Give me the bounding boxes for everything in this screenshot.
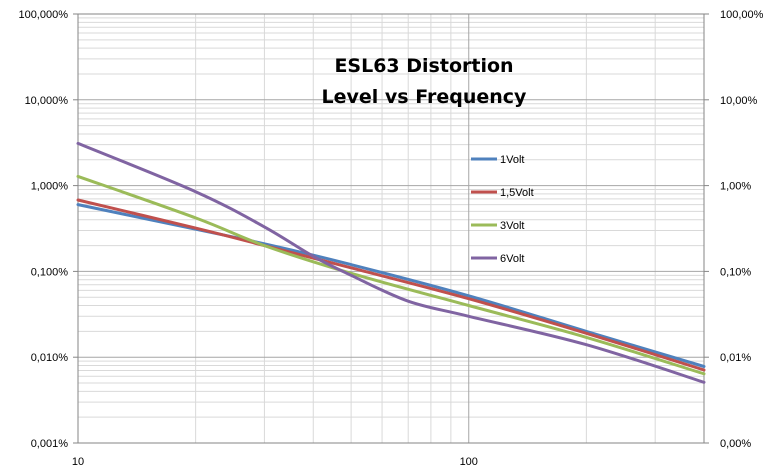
y-axis-left-labels: 100,000% 10,000% 1,000% 0,100% 0,010% 0,001% [18, 9, 78, 450]
series-line-3 [76, 141, 706, 384]
series-line-2 [76, 174, 706, 376]
y-tick-label-right: 10,00% [720, 95, 758, 107]
legend-label-0: 1Volt [500, 154, 524, 166]
series-lines [76, 141, 706, 384]
title-line-0: ESL63 Distortion [334, 55, 513, 77]
major-gridlines [77, 13, 704, 444]
y-tick-label-right: 0,01% [720, 352, 751, 364]
y-tick-label-right: 100,00% [720, 9, 764, 21]
y-tick-label-right: 1,00% [720, 181, 751, 193]
y-tick-label-left: 0,010% [31, 352, 69, 364]
legend-label-2: 3Volt [500, 220, 524, 232]
x-axis-labels: 10 100 [72, 456, 478, 468]
title-line-1: Level vs Frequency [322, 86, 528, 108]
minor-gridlines [78, 14, 704, 443]
legend-label-3: 6Volt [500, 253, 524, 265]
plot-area-border [77, 13, 705, 444]
y-tick-label-right: 0,10% [720, 266, 751, 278]
chart-title: ESL63 Distortion Level vs Frequency [322, 55, 528, 108]
y-axis-right-labels: 100,00% 10,00% 1,00% 0,10% 0,01% 0,00% [704, 9, 764, 450]
legend: 1Volt 1,5Volt 3Volt 6Volt [471, 154, 534, 265]
legend-label-1: 1,5Volt [500, 187, 534, 199]
y-tick-label-left: 10,000% [25, 95, 69, 107]
y-tick-label-left: 100,000% [18, 9, 68, 21]
y-tick-label-right: 0,00% [720, 438, 751, 450]
y-tick-label-left: 1,000% [31, 181, 69, 193]
x-tick-label: 100 [460, 456, 478, 468]
y-tick-label-left: 0,001% [31, 438, 69, 450]
x-tick-label: 10 [72, 456, 84, 468]
y-tick-label-left: 0,100% [31, 266, 69, 278]
series-line-1 [76, 198, 706, 372]
